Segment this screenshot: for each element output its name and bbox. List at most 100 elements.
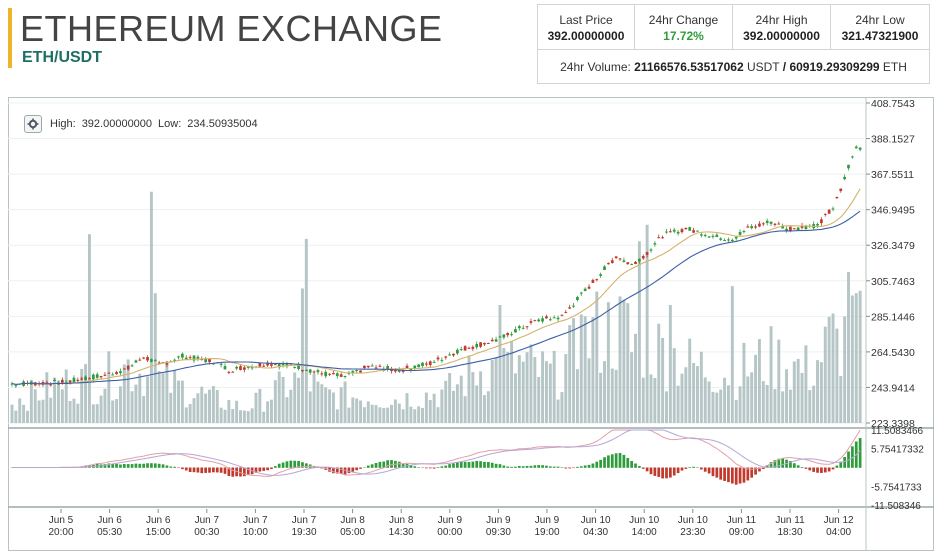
change-label: 24hr Change <box>635 13 732 27</box>
candle-body <box>750 226 753 228</box>
volume-bar <box>464 396 467 423</box>
volume-bar <box>181 381 184 423</box>
macd-histogram-bar <box>456 462 459 468</box>
volume-bar <box>196 393 199 423</box>
volume-bar <box>243 411 246 423</box>
macd-histogram-bar <box>657 468 660 477</box>
macd-histogram-bar <box>638 466 641 468</box>
macd-histogram-bar <box>150 463 153 468</box>
volume-bar <box>770 326 773 423</box>
macd-histogram-bar <box>138 464 141 468</box>
macd-histogram-bar <box>123 464 126 468</box>
volume-bar <box>506 352 509 423</box>
x-tick-date: Jun 9 <box>486 515 511 526</box>
candle-body <box>557 318 560 319</box>
x-tick-date: Jun 10 <box>678 515 708 526</box>
macd-histogram-bar <box>258 468 261 472</box>
volume-bar <box>440 390 443 423</box>
candle-body <box>293 367 296 368</box>
x-tick-date: Jun 9 <box>438 515 463 526</box>
candle-body <box>80 378 83 379</box>
volume-bar <box>665 391 668 423</box>
macd-histogram-bar <box>739 468 742 484</box>
gear-icon[interactable] <box>24 115 42 133</box>
macd-histogram-bar <box>119 465 122 468</box>
candle-body <box>100 376 103 377</box>
candle-body <box>816 224 819 226</box>
volume-bar <box>14 411 17 423</box>
candle-body <box>336 373 339 376</box>
volume-bar <box>131 391 134 423</box>
x-tick-time: 00:00 <box>437 527 462 538</box>
candle-body <box>425 363 428 364</box>
volume-row: 24hr Volume: 21166576.53517062 USDT / 60… <box>538 49 929 84</box>
volume-bar <box>735 400 738 423</box>
x-tick-date: Jun 12 <box>824 515 854 526</box>
x-tick-time: 20:00 <box>48 527 73 538</box>
macd-histogram-bar <box>673 468 676 476</box>
macd-histogram-bar <box>812 468 815 472</box>
macd-histogram-bar <box>510 467 513 468</box>
x-tick-date: Jun 7 <box>243 515 268 526</box>
volume-bar <box>580 314 583 423</box>
candle-body <box>789 227 792 231</box>
volume-bar <box>669 305 672 423</box>
candle-body <box>530 321 533 323</box>
candle-body <box>154 360 157 361</box>
candle-body <box>448 354 451 355</box>
x-tick-time: 14:30 <box>389 527 414 538</box>
price-chart[interactable]: 408.7543388.1527367.5511346.9495326.3479… <box>8 97 934 551</box>
volume-bar <box>661 338 664 423</box>
volume-bar <box>406 393 409 423</box>
volume-bar <box>824 327 827 423</box>
legend-high-value: 392.00000000 <box>82 118 152 130</box>
candle-body <box>599 274 602 276</box>
macd-histogram-bar <box>634 464 637 468</box>
volume-bar <box>719 390 722 423</box>
indicator-tick-label: 11.5083466 <box>871 426 924 437</box>
volume-bar <box>603 361 606 423</box>
macd-histogram-bar <box>475 461 478 468</box>
macd-histogram-bar <box>208 468 211 473</box>
macd-histogram-bar <box>340 468 343 474</box>
volume-bar <box>731 286 734 423</box>
volume-bar <box>750 372 753 423</box>
volume-bar <box>711 392 714 423</box>
candle-body <box>700 234 703 235</box>
x-tick-time: 19:30 <box>291 527 316 538</box>
candle-body <box>115 372 118 374</box>
candle-body <box>832 208 835 209</box>
volume-bar <box>657 324 660 423</box>
x-tick-date: Jun 11 <box>775 515 805 526</box>
page-title: ETHEREUM EXCHANGE <box>20 8 443 50</box>
macd-histogram-bar <box>828 468 831 472</box>
candle-body <box>433 362 436 363</box>
candle-body <box>684 228 687 229</box>
macd-histogram-bar <box>541 465 544 468</box>
macd-histogram-bar <box>135 464 138 468</box>
volume-bar <box>92 404 95 423</box>
volume-bar <box>270 400 273 423</box>
macd-histogram-bar <box>193 468 196 473</box>
macd-histogram-bar <box>115 464 118 468</box>
macd-histogram-bar <box>429 468 432 469</box>
candle-body <box>603 266 606 269</box>
volume-bar <box>351 397 354 423</box>
candle-body <box>53 380 56 381</box>
macd-histogram-bar <box>390 460 393 468</box>
volume-bar <box>45 372 48 423</box>
volume-bar <box>471 372 474 423</box>
volume-bar <box>49 398 52 423</box>
volume-bar <box>409 407 412 423</box>
volume-usdt: 21166576.53517062 <box>634 60 743 74</box>
candle-body <box>429 361 432 365</box>
candle-body <box>88 378 91 379</box>
macd-histogram-bar <box>684 468 687 469</box>
volume-bar <box>212 386 215 423</box>
macd-histogram-bar <box>506 467 509 468</box>
candle-body <box>522 328 525 329</box>
volume-bar <box>448 373 451 423</box>
candle-body <box>770 222 773 224</box>
macd-histogram-bar <box>367 466 370 468</box>
